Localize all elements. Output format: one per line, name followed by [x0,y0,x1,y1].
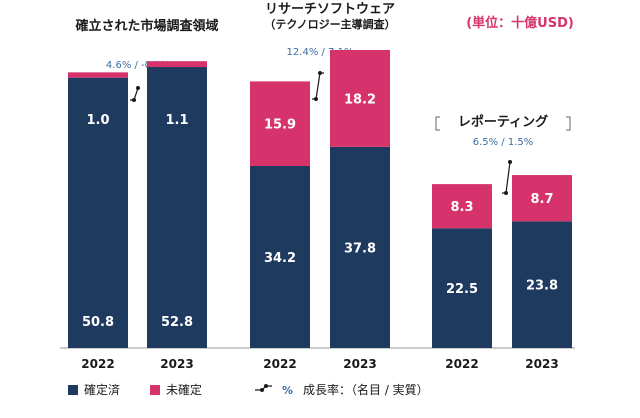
data-label-panel1-2022-confirmed: 50.8 [82,315,114,330]
data-label-panel2-2022-confirmed: 34.2 [264,251,296,266]
bar-panel3-2023-unconfirmed [512,175,572,222]
data-label-panel3-2023-unconfirmed: 8.7 [530,192,553,207]
panel-3-title: レポーティング [458,114,548,130]
panel-1-growth-label: 4.6% / -0.3% [106,60,170,71]
data-label-panel2-2022-unconfirmed: 15.9 [264,118,296,133]
x-tick-panel3-2023: 2023 [525,357,558,371]
x-tick-panel2-2022: 2022 [263,357,296,371]
legend-unconfirmed-swatch [150,385,160,395]
bars-layer: 50.8 1.0 52.8 1.1 34.2 15.9 37.8 18.2 22.5 8.3 23.… [68,50,572,349]
x-tick-panel1-2022: 2022 [81,357,114,371]
panel-3-title-brackets [435,116,571,131]
panel-2-growth-connector [312,71,324,101]
legend-growth-symbol: % [282,384,293,397]
legend-confirmed-swatch [68,385,78,395]
x-tick-panel2-2023: 2023 [343,357,376,371]
legend-unconfirmed-label: 未確定 [166,382,202,397]
data-label-panel3-2022-unconfirmed: 8.3 [450,200,473,215]
data-label-panel1-2023-confirmed: 52.8 [161,315,193,330]
panel-1-growth-connector [130,86,140,102]
panel-2-growth-label: 12.4% / 7.1% [287,47,354,58]
bar-panel3-2022-confirmed [432,228,492,348]
ticks-layer: 2022 2023 2022 2023 2022 2023 [81,357,558,371]
x-tick-panel3-2022: 2022 [445,357,478,371]
data-label-panel3-2022-confirmed: 22.5 [446,282,478,297]
bar-panel2-2023-unconfirmed [330,50,390,147]
data-label-panel2-2023-confirmed: 37.8 [344,241,376,256]
legend-confirmed-label: 確定済 [84,382,120,397]
data-label-panel1-2023-unconfirmed: 1.1 [165,113,188,128]
legend-growth-line-icon [255,384,272,392]
data-label-panel3-2023-confirmed: 23.8 [526,279,558,294]
bar-panel1-2023-unconfirmed [147,61,207,68]
bar-panel1-2022-confirmed [68,77,128,349]
panel-3-growth-label: 6.5% / 1.5% [473,137,534,148]
panel-1-title: 確立された市場調査領域 [75,18,218,34]
bar-panel3-2023-confirmed [512,221,572,348]
bar-panel2-2022-confirmed [250,166,310,348]
unit-label: (単位：十億USD) [466,15,574,31]
panel-2-subtitle: （テクノロジー主導調査） [264,17,395,31]
legend-growth-label: 成長率：（名目 / 実質） [303,382,429,397]
legend: 確定済 未確定 % 成長率：（名目 / 実質） [68,382,429,397]
data-label-panel2-2023-unconfirmed: 18.2 [344,92,376,107]
bar-panel2-2023-confirmed [330,146,390,348]
bar-panel2-2022-unconfirmed [250,81,310,167]
panel-2-title: リサーチソフトウェア [265,2,395,17]
bar-panel3-2022-unconfirmed [432,184,492,229]
x-tick-panel1-2023: 2023 [160,357,193,371]
data-label-panel1-2022-unconfirmed: 1.0 [86,113,109,128]
bar-panel1-2022-unconfirmed [68,72,128,78]
bar-panel1-2023-confirmed [147,67,207,349]
panel-3-growth-connector [502,160,512,195]
